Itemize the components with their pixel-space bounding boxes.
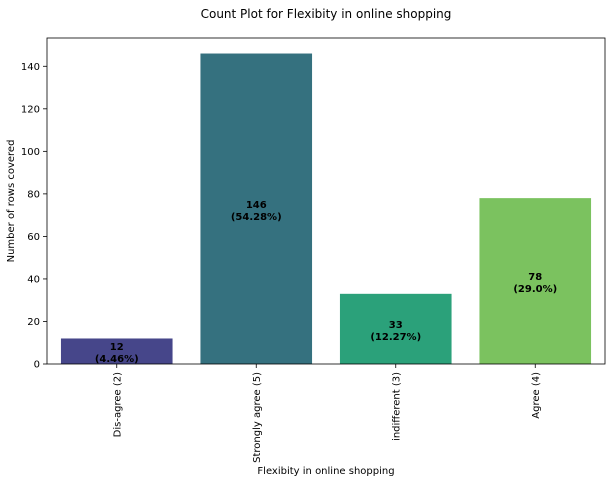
plot-frame bbox=[46, 37, 606, 365]
y-tick-label: 80 bbox=[27, 189, 40, 200]
chart-title: Count Plot for Flexibity in online shopp… bbox=[201, 7, 452, 21]
y-axis-label: Number of rows covered bbox=[6, 140, 17, 263]
bar-percent-label: (12.27%) bbox=[370, 332, 421, 343]
bar bbox=[339, 293, 452, 364]
x-tick-label: Strongly agree (5) bbox=[252, 372, 263, 463]
x-axis-label: Flexibity in online shopping bbox=[257, 466, 394, 477]
bar-percent-label: (4.46%) bbox=[95, 354, 139, 365]
y-tick-label: 0 bbox=[34, 360, 40, 371]
y-tick-label: 40 bbox=[27, 274, 40, 285]
y-tick-label: 140 bbox=[21, 62, 40, 73]
y-tick-label: 60 bbox=[27, 232, 40, 243]
bar bbox=[479, 198, 592, 364]
x-tick-label: Dis-agree (2) bbox=[112, 372, 123, 437]
x-tick-label: Agree (4) bbox=[531, 372, 542, 419]
x-tick-label: indifferent (3) bbox=[391, 372, 402, 441]
plot-area: 0 20 40 60 80 100 120 140 Dis-agree (2) Strongly … bbox=[21, 37, 606, 463]
bar bbox=[200, 53, 313, 365]
y-tick-label: 20 bbox=[27, 317, 40, 328]
bar-count-label: 78 bbox=[528, 272, 542, 283]
y-tick-label: 120 bbox=[21, 104, 40, 115]
y-tick-label: 100 bbox=[21, 147, 40, 158]
bar-count-label: 12 bbox=[110, 342, 124, 353]
bar-percent-label: (29.0%) bbox=[513, 284, 557, 295]
bar bbox=[60, 338, 173, 364]
bar-count-label: 33 bbox=[389, 320, 403, 331]
bar-count-label: 146 bbox=[246, 200, 267, 211]
bar-percent-label: (54.28%) bbox=[231, 212, 282, 223]
